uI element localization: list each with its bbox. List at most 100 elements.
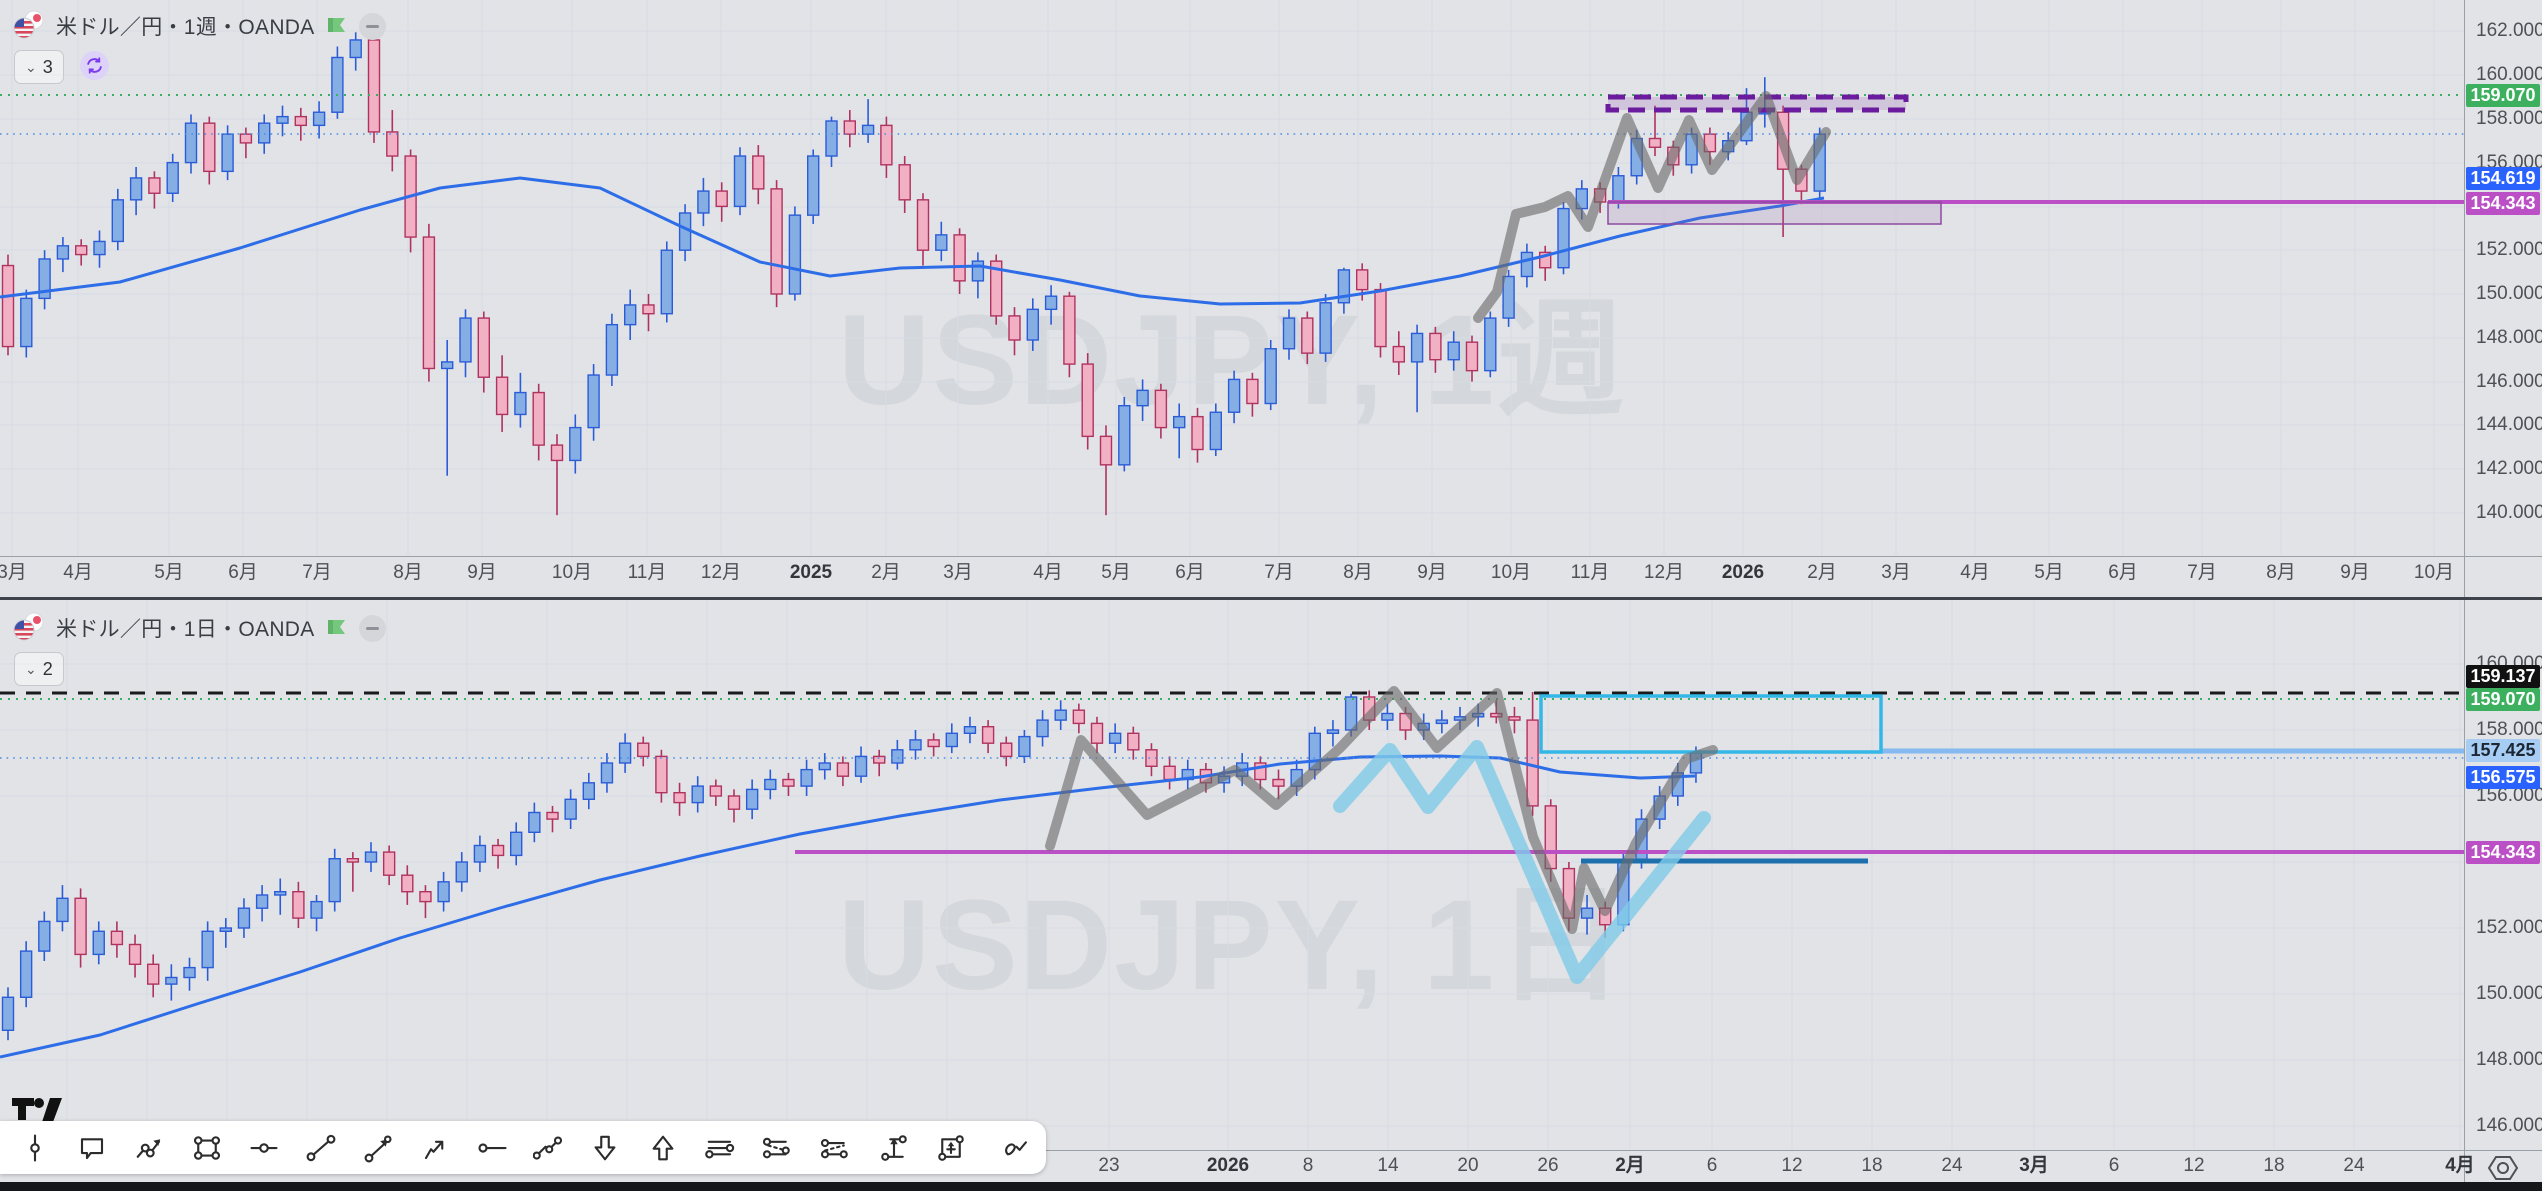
flat-channel-tool-icon[interactable]: [820, 1133, 850, 1163]
date-label: 6月: [2108, 562, 2138, 583]
candle-body: [1118, 404, 1131, 466]
weekly-plot[interactable]: [0, 0, 2464, 556]
date-label: 10月: [551, 562, 593, 583]
candle-body: [1282, 317, 1296, 350]
price-tick: 152.000: [2476, 239, 2542, 260]
arrow-mark-down-tool-icon[interactable]: [590, 1133, 620, 1163]
candle-body: [455, 861, 468, 883]
horizontal-ray-tool-icon[interactable]: [478, 1133, 508, 1163]
price-tick: 160.000: [2476, 64, 2542, 85]
candle-body: [600, 762, 614, 784]
arrow-marker-tool-icon[interactable]: [421, 1133, 451, 1163]
candle-body: [587, 374, 600, 429]
weekly-symbol-title[interactable]: 米ドル／円・1週・OANDA: [56, 16, 315, 39]
price-badge: 159.137: [2466, 665, 2540, 688]
candle-body: [1508, 716, 1521, 721]
candle-body: [1612, 175, 1625, 203]
price-tick: 162.000: [2476, 20, 2542, 41]
price-tick: 152.000: [2476, 917, 2542, 938]
date-label: 2月: [1615, 1155, 1645, 1176]
rectangle-tool-icon[interactable]: [192, 1133, 222, 1163]
disjoint-channel-tool-icon[interactable]: [762, 1133, 792, 1163]
price-tick: 144.000: [2476, 414, 2542, 435]
rectangle-drawing[interactable]: [1607, 201, 1942, 225]
daily-symbol-title[interactable]: 米ドル／円・1日・OANDA: [56, 618, 315, 641]
candle-body: [546, 811, 559, 820]
date-label: 9月: [1417, 562, 1447, 583]
parallel-channel-tool-icon[interactable]: [705, 1133, 735, 1163]
candle-body: [419, 891, 432, 903]
candle-body: [605, 323, 619, 376]
tradingview-logo[interactable]: [12, 1098, 64, 1122]
candle-body: [294, 115, 307, 127]
price-badge: 156.575: [2466, 766, 2540, 789]
hide-indicator-button[interactable]: [358, 12, 386, 40]
price-tick: 150.000: [2476, 283, 2542, 304]
long-position-tool-icon[interactable]: [879, 1133, 909, 1163]
candle-body: [1301, 317, 1314, 354]
candle-body: [183, 966, 196, 979]
candle-body: [237, 907, 251, 929]
weekly-object-tree-widget[interactable]: ⌄ 3: [14, 50, 64, 84]
date-label: 3月: [0, 562, 27, 583]
daily-plot[interactable]: [0, 600, 2464, 1150]
hide-indicator-button[interactable]: [358, 614, 386, 642]
freehand-drawing[interactable]: [1333, 740, 1711, 984]
watermark-daily: USDJPY, 1日: [837, 874, 1627, 1017]
brush-check-tool-icon[interactable]: [999, 1133, 1029, 1163]
date-label: 24: [2343, 1155, 2365, 1176]
hexagon-settings-icon[interactable]: [2486, 1153, 2520, 1183]
candle-body: [770, 188, 783, 295]
flag-icon[interactable]: [325, 616, 349, 640]
arrow-tool-icon[interactable]: [364, 1133, 394, 1163]
candle-body: [1026, 308, 1040, 341]
parallel-lines-tool-icon[interactable]: [533, 1133, 563, 1163]
chevron-down-icon: ⌄: [25, 58, 37, 75]
candle-body: [788, 214, 802, 295]
price-range-tool-icon[interactable]: [936, 1133, 966, 1163]
trend-line-tool-icon[interactable]: [306, 1133, 336, 1163]
freehand-drawing[interactable]: [1045, 686, 1718, 934]
polyline-arrow-tool-icon[interactable]: [134, 1133, 164, 1163]
candle-body: [1381, 712, 1394, 721]
candle-body: [1580, 907, 1594, 919]
candle-body: [74, 897, 87, 956]
rectangle-drawing[interactable]: [1539, 694, 1883, 754]
date-label: 2026: [1721, 562, 1765, 583]
candle-body: [843, 120, 856, 135]
symbol-flags-icon: [12, 612, 46, 644]
price-badge: 159.070: [2466, 84, 2540, 107]
arrow-mark-up-tool-icon[interactable]: [648, 1133, 678, 1163]
callout-tool-icon[interactable]: [77, 1133, 107, 1163]
candle-body: [873, 755, 886, 764]
candle-body: [1319, 302, 1332, 354]
candle-body: [1246, 378, 1259, 405]
daily-header: 米ドル／円・1日・OANDA: [12, 612, 386, 644]
candle-body: [624, 304, 637, 326]
sync-drawing-icon[interactable]: [80, 51, 109, 80]
candle-body: [510, 831, 523, 857]
vertical-line-tool-icon[interactable]: [20, 1133, 50, 1163]
candle-body: [697, 190, 710, 214]
pane-divider[interactable]: [0, 597, 2542, 600]
candle-body: [310, 900, 323, 919]
price-badge: 159.070: [2466, 688, 2540, 711]
candle-body: [401, 874, 414, 893]
candle-body: [292, 891, 305, 919]
candle-body: [898, 164, 911, 201]
candle-body: [1337, 269, 1351, 304]
flag-icon[interactable]: [325, 14, 349, 38]
candle-body: [836, 762, 850, 777]
candle-body: [129, 177, 143, 201]
candle-body: [1392, 345, 1406, 363]
daily-object-tree-widget[interactable]: ⌄ 2: [14, 652, 64, 686]
candle-body: [582, 782, 595, 800]
freehand-drawing[interactable]: [1473, 91, 1831, 323]
candle-body: [1538, 251, 1552, 269]
date-label: 10月: [1490, 562, 1532, 583]
candle-body: [276, 115, 289, 124]
horizontal-line-tool-icon[interactable]: [249, 1133, 279, 1163]
candle-body: [990, 260, 1003, 317]
